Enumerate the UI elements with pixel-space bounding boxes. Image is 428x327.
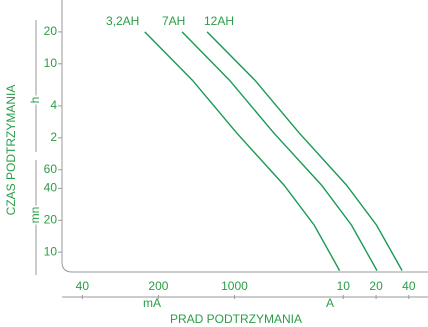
x-unit: A [326, 296, 334, 310]
y-tick-label: 60 [44, 162, 58, 176]
y-tick-label: 10 [44, 244, 58, 258]
x-axis-title: PRAD PODTRZYMANIA [170, 312, 302, 326]
series-label: 7AH [162, 14, 185, 28]
x-tick-label: 40 [402, 279, 416, 293]
x-tick-label: 20 [369, 279, 383, 293]
x-tick-label: 1000 [221, 279, 248, 293]
y-tick-label: 4 [50, 98, 57, 112]
series-label: 12AH [204, 14, 234, 28]
x-tick-label: 200 [148, 279, 168, 293]
y-tick-label: 10 [44, 56, 58, 70]
axis-brackets [35, 20, 428, 298]
curve [181, 31, 378, 271]
x-unit: mA [143, 296, 161, 310]
y-unit: mn [28, 207, 42, 224]
y-unit: h [28, 97, 42, 104]
y-axis-title: CZAS PODTRZYMANIA [4, 85, 18, 216]
curve [144, 31, 341, 271]
x-tick-label: 10 [337, 279, 351, 293]
curve [206, 31, 403, 271]
y-tick-label: 2 [50, 130, 57, 144]
y-tick-label: 20 [44, 212, 58, 226]
series-label: 3,2AH [106, 14, 139, 28]
y-tick-label: 20 [44, 24, 58, 38]
y-tick-label: 40 [44, 181, 58, 195]
x-tick-label: 40 [76, 279, 90, 293]
axes [61, 0, 428, 273]
